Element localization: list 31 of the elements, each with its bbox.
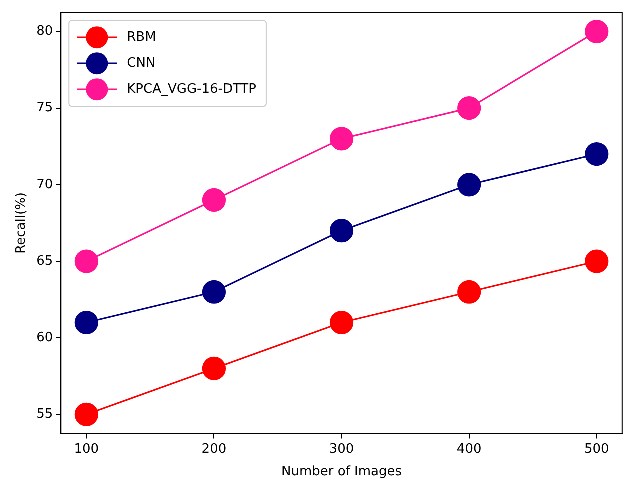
point: [585, 250, 609, 274]
point: [585, 20, 609, 44]
x-axis-title: Number of Images: [282, 464, 402, 480]
point: [585, 142, 609, 166]
y-tick-label: 65: [36, 254, 54, 269]
y-tick-label: 80: [36, 24, 54, 40]
point: [458, 96, 482, 120]
point: [74, 310, 98, 335]
point: [202, 280, 226, 304]
point: [458, 173, 482, 197]
x-tick-label: 100: [74, 442, 100, 457]
point: [330, 310, 354, 335]
point: [202, 356, 226, 381]
x-tick-label: 400: [456, 442, 482, 457]
point: [458, 280, 482, 304]
y-tick-label: 60: [36, 330, 54, 346]
x-tick-label: 200: [202, 442, 227, 457]
point: [330, 219, 354, 243]
point: [330, 127, 354, 151]
x-tick-label: 500: [584, 442, 610, 457]
x-tick-label: 300: [329, 442, 354, 457]
y-tick-label: 70: [36, 177, 54, 192]
y-axis-title: Recall(%): [14, 192, 30, 254]
legend-label: KPCA_VGG-16-DTTP: [127, 82, 257, 97]
y-tick-label: 55: [36, 407, 54, 422]
point: [202, 188, 226, 212]
y-tick-label: 75: [36, 100, 54, 116]
legend-label: RBM: [127, 30, 156, 45]
legend-label: CNN: [127, 56, 156, 71]
point: [74, 250, 98, 274]
point: [74, 402, 98, 426]
